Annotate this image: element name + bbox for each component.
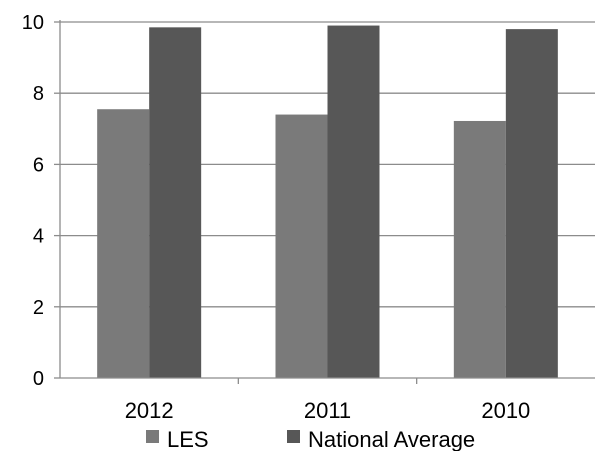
x-tick-label: 2010 <box>481 398 530 423</box>
bar-les-2011 <box>276 115 328 378</box>
legend-swatch <box>146 430 159 443</box>
bar-national-average-2012 <box>149 27 201 378</box>
y-tick-label: 2 <box>33 297 44 319</box>
bar-les-2012 <box>97 109 149 378</box>
legend: LES National Average <box>146 427 475 451</box>
legend-label: National Average <box>308 427 475 451</box>
y-tick-label: 10 <box>22 12 44 34</box>
bars <box>97 26 558 378</box>
bar-les-2010 <box>454 121 506 378</box>
y-tick-label: 0 <box>33 368 44 390</box>
bar-national-average-2011 <box>328 26 380 378</box>
y-tick-label: 6 <box>33 154 44 176</box>
x-tick-label: 2012 <box>125 398 174 423</box>
legend-label: LES <box>167 427 209 451</box>
y-tick-label: 8 <box>33 83 44 105</box>
bar-national-average-2010 <box>506 29 558 378</box>
y-tick-label: 4 <box>33 226 44 248</box>
x-tick-label: 2011 <box>304 398 351 423</box>
legend-swatch <box>287 430 300 443</box>
